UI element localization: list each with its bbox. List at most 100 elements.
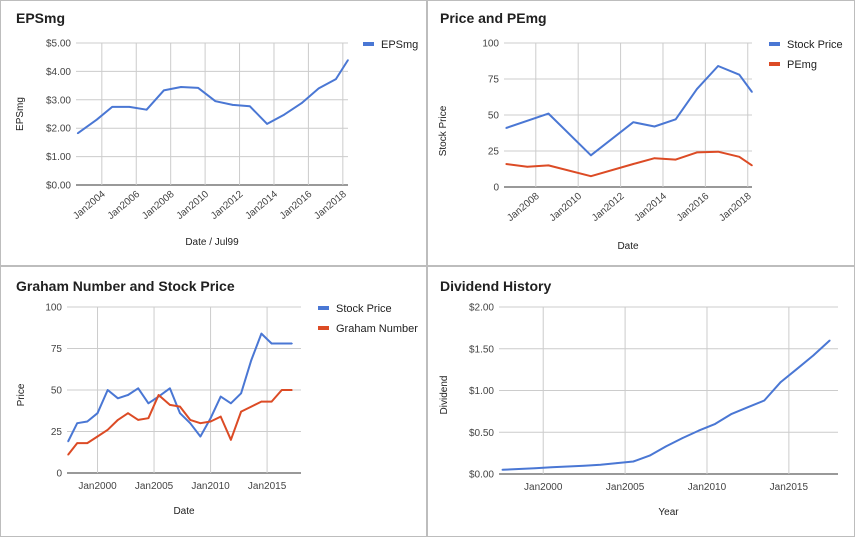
data-point [796,368,798,370]
y-tick-label: 100 [45,303,62,314]
x-tick-label: Jan2008 [140,189,177,222]
y-axis-label: Dividend [439,376,450,415]
y-tick-label: 0 [56,469,62,480]
legend-label: Stock Price [336,303,392,315]
data-point [260,400,263,403]
legend-label: Stock Price [787,39,843,51]
data-point [347,59,349,61]
data-point [291,342,293,345]
data-point [270,400,273,403]
data-point [199,422,202,424]
data-point [534,467,536,469]
graham-chart: Graham Number and Stock Price 0 25 50 75 100 J… [16,278,418,517]
data-point [696,151,698,154]
data-point [230,439,232,441]
data-point [317,87,320,90]
data-point [779,381,782,383]
y-tick-label: 50 [51,386,63,397]
x-tick-label: Jan2015 [248,481,287,492]
data-point [250,405,253,408]
y-axis-label: EPSmg [15,97,26,131]
y-tick-label: 50 [488,111,500,122]
data-point [127,412,129,414]
data-point [169,404,171,406]
dividend-chart: Dividend History $0.00 $0.50 $1.00 $1.50 $2.0… [439,278,838,518]
data-point [763,399,766,402]
x-tick-label: Jan2004 [71,189,108,222]
data-point [616,462,618,464]
data-point [583,464,585,467]
data-point [590,154,592,157]
data-point [547,112,550,115]
legend-swatch [318,326,329,330]
data-point [179,405,181,408]
data-point [240,392,242,395]
data-point [209,420,212,423]
data-point [157,394,160,396]
chart-title: Price and PEmg [440,10,547,26]
data-point [67,440,69,443]
x-tick-label: Jan2014 [243,189,280,222]
legend-label: PEmg [787,59,817,71]
series-line-pemg [505,150,753,178]
legend-swatch [318,306,329,310]
data-point [106,429,109,431]
data-point [76,442,78,444]
data-point [240,410,242,413]
data-point [231,104,234,106]
data-point [717,65,719,67]
y-tick-label: $1.00 [46,152,71,163]
x-tick-label: Jan2014 [632,191,669,224]
x-tick-label: Jan2008 [505,191,542,224]
data-point [730,413,733,415]
x-tick-label: Jan2018 [717,191,754,224]
series-line-graham-number [67,389,292,456]
eps-chart: EPSmg $0.00 $1.00 $2.00 $3.00 $4.00 $5.00 Jan20… [15,10,418,248]
data-point [547,164,550,167]
chart-title: Graham Number and Stock Price [16,278,235,294]
data-point [291,389,293,391]
data-point [95,118,98,121]
x-tick-label: Jan2012 [209,189,246,222]
data-point [501,469,504,471]
data-point [674,118,677,121]
y-tick-label: 0 [493,183,499,194]
dividend-chart-panel: Dividend History $0.00 $0.50 $1.00 $1.50 $2.0… [428,267,854,536]
x-tick-label: Jan2016 [675,191,712,224]
data-point [128,106,131,108]
data-point [230,402,232,405]
data-point [249,105,251,108]
data-point [505,127,507,129]
data-point [681,437,684,439]
x-tick-label: Jan2010 [175,189,212,222]
data-point [281,342,283,345]
y-tick-label: 75 [488,75,500,86]
data-point [147,417,150,419]
data-point [632,121,635,123]
x-tick-label: Jan2000 [524,482,563,493]
y-tick-label: $2.00 [469,303,494,314]
data-point [76,132,79,135]
data-point [189,422,191,424]
y-tick-label: $1.50 [469,344,494,355]
legend-label: EPSmg [381,39,418,51]
data-point [335,78,337,80]
data-point [665,445,667,448]
data-point [590,175,592,177]
price-pe-chart-panel: Price and PEmg 0 25 50 75 100 Jan2008 Jan2010 Ja… [428,1,854,265]
chart-title: EPSmg [16,10,65,26]
x-tick-label: Jan2016 [278,189,315,222]
x-tick-label: Jan2018 [312,189,349,222]
y-axis-label: Price [16,383,27,406]
y-tick-label: $5.00 [46,39,71,50]
data-point [653,157,656,159]
x-tick-label: Jan2006 [106,189,143,222]
y-tick-label: 25 [488,147,500,158]
data-point [632,460,635,463]
x-axis-label: Date [173,506,195,517]
data-point [163,89,165,92]
series-line-dividend [502,339,831,471]
data-point [696,88,698,90]
y-axis-label: Stock Price [438,105,449,156]
